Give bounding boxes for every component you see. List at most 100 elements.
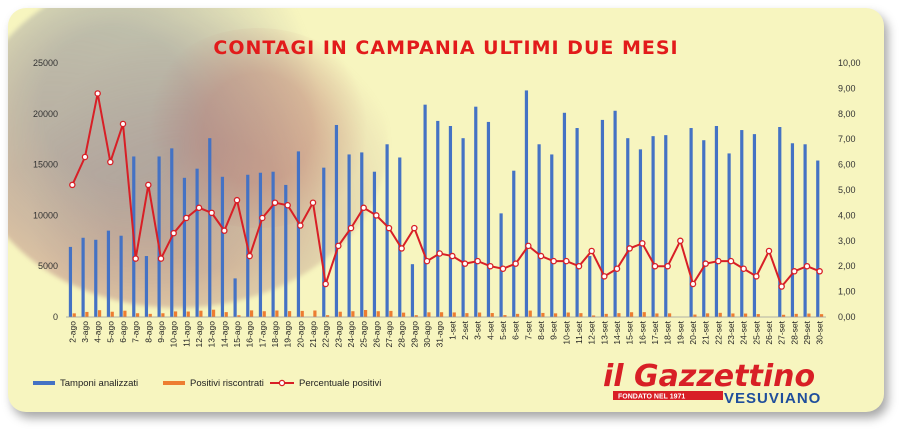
bar-tamponi: [258, 172, 263, 317]
percent-point: [373, 212, 380, 219]
percent-point: [221, 227, 228, 234]
logo-tagline-bar: [613, 391, 723, 400]
bar-tamponi: [727, 153, 731, 317]
right-tick-label: 4,00: [838, 210, 856, 220]
right-tick-label: 10,00: [838, 58, 861, 68]
bar-positivi: [541, 312, 545, 317]
bar-positivi: [224, 312, 228, 317]
percent-point: [170, 229, 177, 237]
bar-positivi: [211, 309, 216, 317]
x-tick-label: 9-set: [549, 320, 559, 340]
bar-positivi: [262, 311, 266, 317]
bar-tamponi: [182, 177, 187, 317]
bar-tamponi: [714, 125, 719, 317]
percent-point: [145, 181, 152, 189]
percent-point: [385, 224, 393, 232]
bar-positivi: [110, 311, 114, 317]
percent-point: [765, 247, 773, 255]
percent-point: [601, 273, 608, 280]
percent-point: [246, 252, 253, 260]
x-tick-label: 11-set: [574, 320, 584, 344]
bar-positivi: [439, 312, 444, 317]
percent-point: [702, 260, 709, 267]
x-tick-label: 4-ago: [93, 321, 103, 343]
right-tick-label: 8,00: [838, 109, 856, 119]
percent-point: [778, 283, 785, 290]
bar-tamponi: [575, 128, 579, 317]
bar-positivi: [275, 310, 279, 317]
bar-tamponi: [372, 171, 377, 317]
percent-point: [81, 153, 89, 161]
bar-tamponi: [284, 184, 288, 317]
bars-group: [68, 90, 824, 318]
percent-point: [740, 265, 747, 272]
bar-tamponi: [94, 239, 98, 317]
bar-tamponi: [195, 168, 199, 317]
percent-point: [512, 260, 519, 267]
bar-positivi: [427, 312, 431, 317]
right-tick-label: 7,00: [838, 134, 856, 144]
percent-point: [727, 257, 735, 265]
bar-tamponi: [220, 176, 225, 317]
x-tick-label: 10-set: [561, 320, 571, 344]
bar-tamponi: [461, 138, 465, 317]
bar-tamponi: [816, 160, 820, 317]
percent-point: [423, 257, 431, 265]
x-tick-label: 2-ago: [67, 321, 77, 343]
left-axis: 0 5000 10000 15000 20000 25000: [33, 58, 58, 322]
right-tick-label: 1,00: [838, 287, 856, 297]
bar-positivi: [338, 311, 342, 317]
percent-point: [284, 201, 291, 209]
bar-positivi: [376, 311, 380, 317]
bar-positivi: [173, 311, 178, 317]
percent-point: [259, 214, 266, 222]
bar-positivi: [566, 312, 570, 317]
bar-positivi: [705, 313, 710, 317]
bar-positivi: [465, 313, 469, 317]
bar-tamponi: [448, 125, 453, 317]
bar-tamponi: [347, 154, 351, 317]
legend-label: Tamponi analizzati: [60, 378, 138, 389]
bar-positivi: [781, 314, 786, 317]
x-tick-label: 21-ago: [308, 321, 318, 348]
left-tick-label: 20000: [33, 109, 58, 119]
percent-point: [69, 181, 76, 189]
x-tick-label: 30-set: [815, 320, 825, 344]
percent-point: [537, 252, 545, 260]
x-tick-label: 18-ago: [270, 321, 280, 348]
bar-positivi: [604, 313, 608, 317]
x-tick-label: 29-ago: [409, 321, 419, 348]
right-tick-label: 3,00: [838, 236, 856, 246]
line-group: [69, 90, 823, 290]
bar-tamponi: [81, 237, 85, 317]
x-tick-label: 8-ago: [143, 321, 153, 343]
bar-tamponi: [562, 112, 567, 317]
x-tick-label: 17-set: [650, 320, 660, 344]
bar-tamponi: [613, 110, 617, 317]
bar-tamponi: [334, 124, 339, 317]
bar-positivi: [300, 310, 304, 317]
bar-tamponi: [157, 156, 161, 317]
bar-tamponi: [208, 138, 212, 317]
bar-tamponi: [486, 121, 491, 317]
percent-point: [715, 257, 722, 265]
x-tick-label: 20-ago: [295, 321, 305, 348]
percent-point: [195, 204, 203, 212]
x-tick-label: 15-set: [625, 320, 635, 344]
x-tick-label: 12-ago: [194, 321, 204, 348]
x-tick-label: 3-ago: [80, 321, 90, 343]
percent-point: [322, 280, 329, 288]
percent-point: [474, 257, 481, 265]
bar-tamponi: [474, 106, 478, 317]
percent-point: [803, 262, 811, 270]
percent-point: [613, 265, 621, 272]
x-tick-label: 24-ago: [346, 321, 356, 348]
x-tick-label: 4-set: [485, 320, 495, 340]
bar-positivi: [351, 311, 355, 317]
x-tick-label: 13-set: [599, 320, 609, 344]
bar-tamponi: [436, 120, 440, 317]
legend-swatch-marker: [278, 379, 286, 387]
x-tick-label: 10-ago: [169, 321, 179, 348]
x-tick-label: 31-ago: [435, 321, 445, 348]
x-tick-label: 21-set: [701, 320, 711, 344]
